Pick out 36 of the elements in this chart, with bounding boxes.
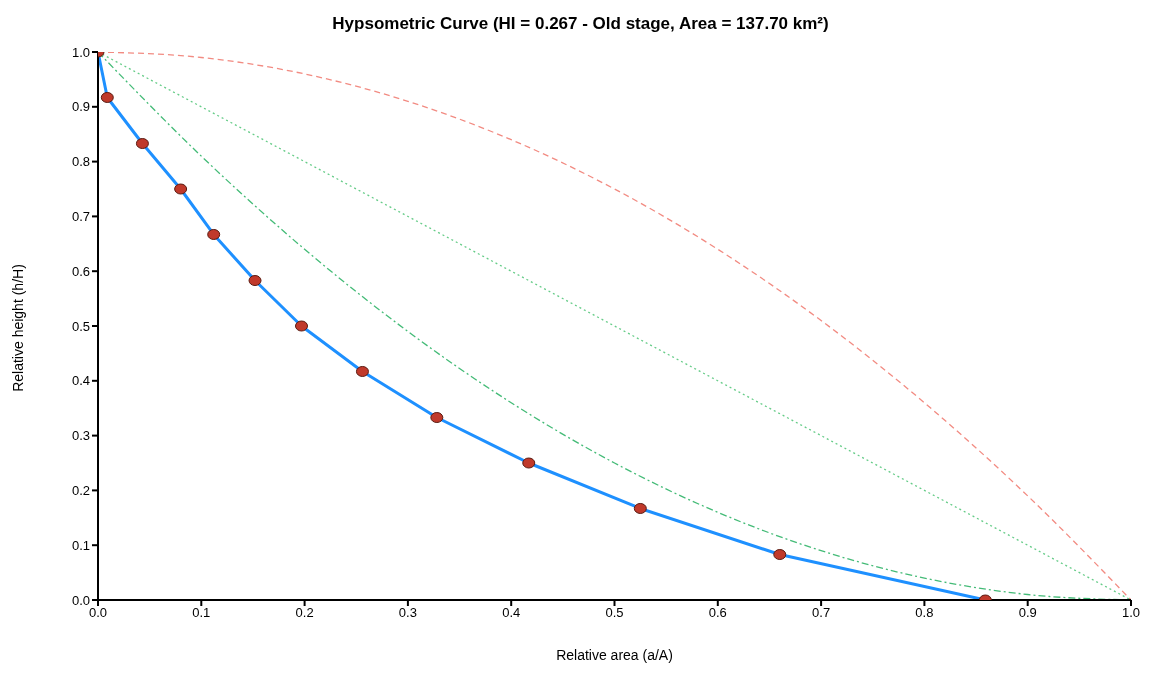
y-tick-label: 0.4: [71, 373, 90, 389]
x-tick-label: 0.5: [605, 605, 624, 621]
point: [522, 457, 536, 469]
x-tick-label: 0.9: [1018, 605, 1037, 621]
point: [355, 365, 369, 377]
x-tick-label: 0.4: [502, 605, 521, 621]
y-axis-title: Relative height (h/H): [10, 264, 26, 392]
y-tick-label: 0.8: [71, 154, 90, 170]
point: [773, 549, 787, 561]
y-tick-label: 0.2: [71, 483, 90, 499]
point: [100, 91, 114, 103]
x-tick-label: 0.2: [295, 605, 314, 621]
point: [207, 228, 221, 240]
y-tick-label: 0.0: [71, 592, 90, 608]
x-tick-label: 1.0: [1121, 605, 1141, 621]
x-tick-label: 0.0: [88, 605, 108, 621]
point: [295, 320, 308, 332]
y-tick-label: 0.1: [71, 537, 90, 553]
x-axis-title: Relative area (a/A): [556, 647, 673, 663]
x-tick-label: 0.8: [915, 605, 934, 621]
y-tick-label: 0.9: [71, 99, 90, 115]
point: [430, 412, 444, 424]
y-tick-label: 1.0: [71, 44, 90, 60]
x-tick-label: 0.1: [192, 605, 211, 621]
point: [248, 275, 262, 287]
chart-title: Hypsometric Curve (HI = 0.267 - Old stage, Area = 137.70 km²): [331, 13, 830, 35]
point: [135, 138, 149, 150]
x-tick-label: 0.3: [398, 605, 417, 621]
y-tick-label: 0.7: [71, 209, 90, 225]
y-tick-label: 0.6: [71, 263, 90, 279]
y-tick-label: 0.3: [71, 428, 90, 444]
point: [174, 183, 188, 195]
y-tick-label: 0.5: [71, 318, 90, 334]
x-tick-label: 0.7: [812, 605, 831, 621]
x-tick-label: 0.6: [708, 605, 727, 621]
point: [633, 502, 647, 514]
